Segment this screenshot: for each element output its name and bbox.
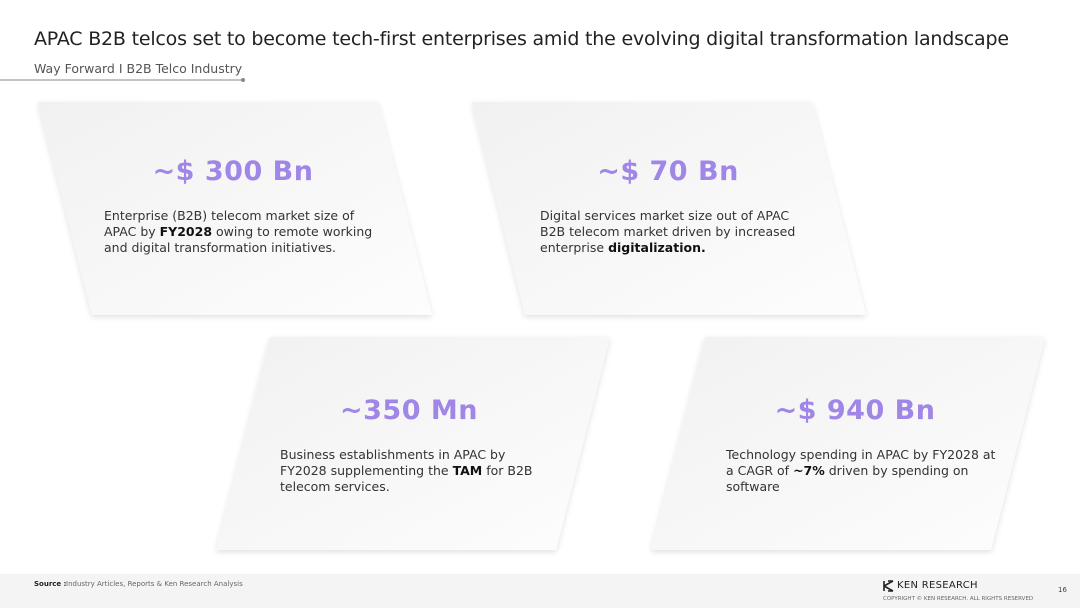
card-value: ~$ 70 Bn xyxy=(597,156,739,187)
text-run: Business establishments in APAC by FY202… xyxy=(280,447,506,478)
source-label: Source : xyxy=(34,580,67,588)
copyright: COPYRIGHT © KEN RESEARCH. ALL RIGHTS RES… xyxy=(883,596,1034,602)
source: Industry Articles, Reports & Ken Researc… xyxy=(66,580,243,588)
subtitle: Way Forward I B2B Telco Industry xyxy=(34,61,243,76)
text-run: Enterprise (B2B) telecom market size of … xyxy=(104,208,355,239)
card-description: Enterprise (B2B) telecom market size of … xyxy=(104,208,374,256)
card-bg xyxy=(216,337,610,550)
card-description: Business establishments in APAC by FY202… xyxy=(280,447,550,495)
card-bg xyxy=(38,102,432,315)
text-run: driven by spending on software xyxy=(726,463,969,494)
emphasis: ~7% xyxy=(793,463,825,478)
footer: Source : Industry Articles, Reports & Ke… xyxy=(0,574,1080,608)
card-value: ~350 Mn xyxy=(340,395,478,426)
rule-dot xyxy=(241,78,245,82)
page-number: 16 xyxy=(1058,586,1067,594)
emphasis: digitalization. xyxy=(608,240,706,255)
title: APAC B2B telcos set to become tech-first… xyxy=(34,28,1009,50)
text-run: for B2B telecom services. xyxy=(280,463,533,494)
card-description: Digital services market size out of APAC… xyxy=(540,208,810,256)
logo-icon xyxy=(883,580,894,592)
card-value: ~$ 300 Bn xyxy=(152,156,314,187)
text-run: owing to remote working and digital tran… xyxy=(104,224,373,255)
text-run: Technology spending in APAC by FY2028 at… xyxy=(726,447,996,478)
text-run: Digital services market size out of APAC… xyxy=(540,208,796,255)
card-description: Technology spending in APAC by FY2028 at… xyxy=(726,447,996,495)
emphasis: TAM xyxy=(452,463,483,478)
card-bg xyxy=(472,102,866,315)
card-value: ~$ 940 Bn xyxy=(774,395,936,426)
card-bg xyxy=(651,337,1045,550)
emphasis: FY2028 xyxy=(159,224,213,239)
brand: KEN RESEARCH xyxy=(897,580,978,591)
